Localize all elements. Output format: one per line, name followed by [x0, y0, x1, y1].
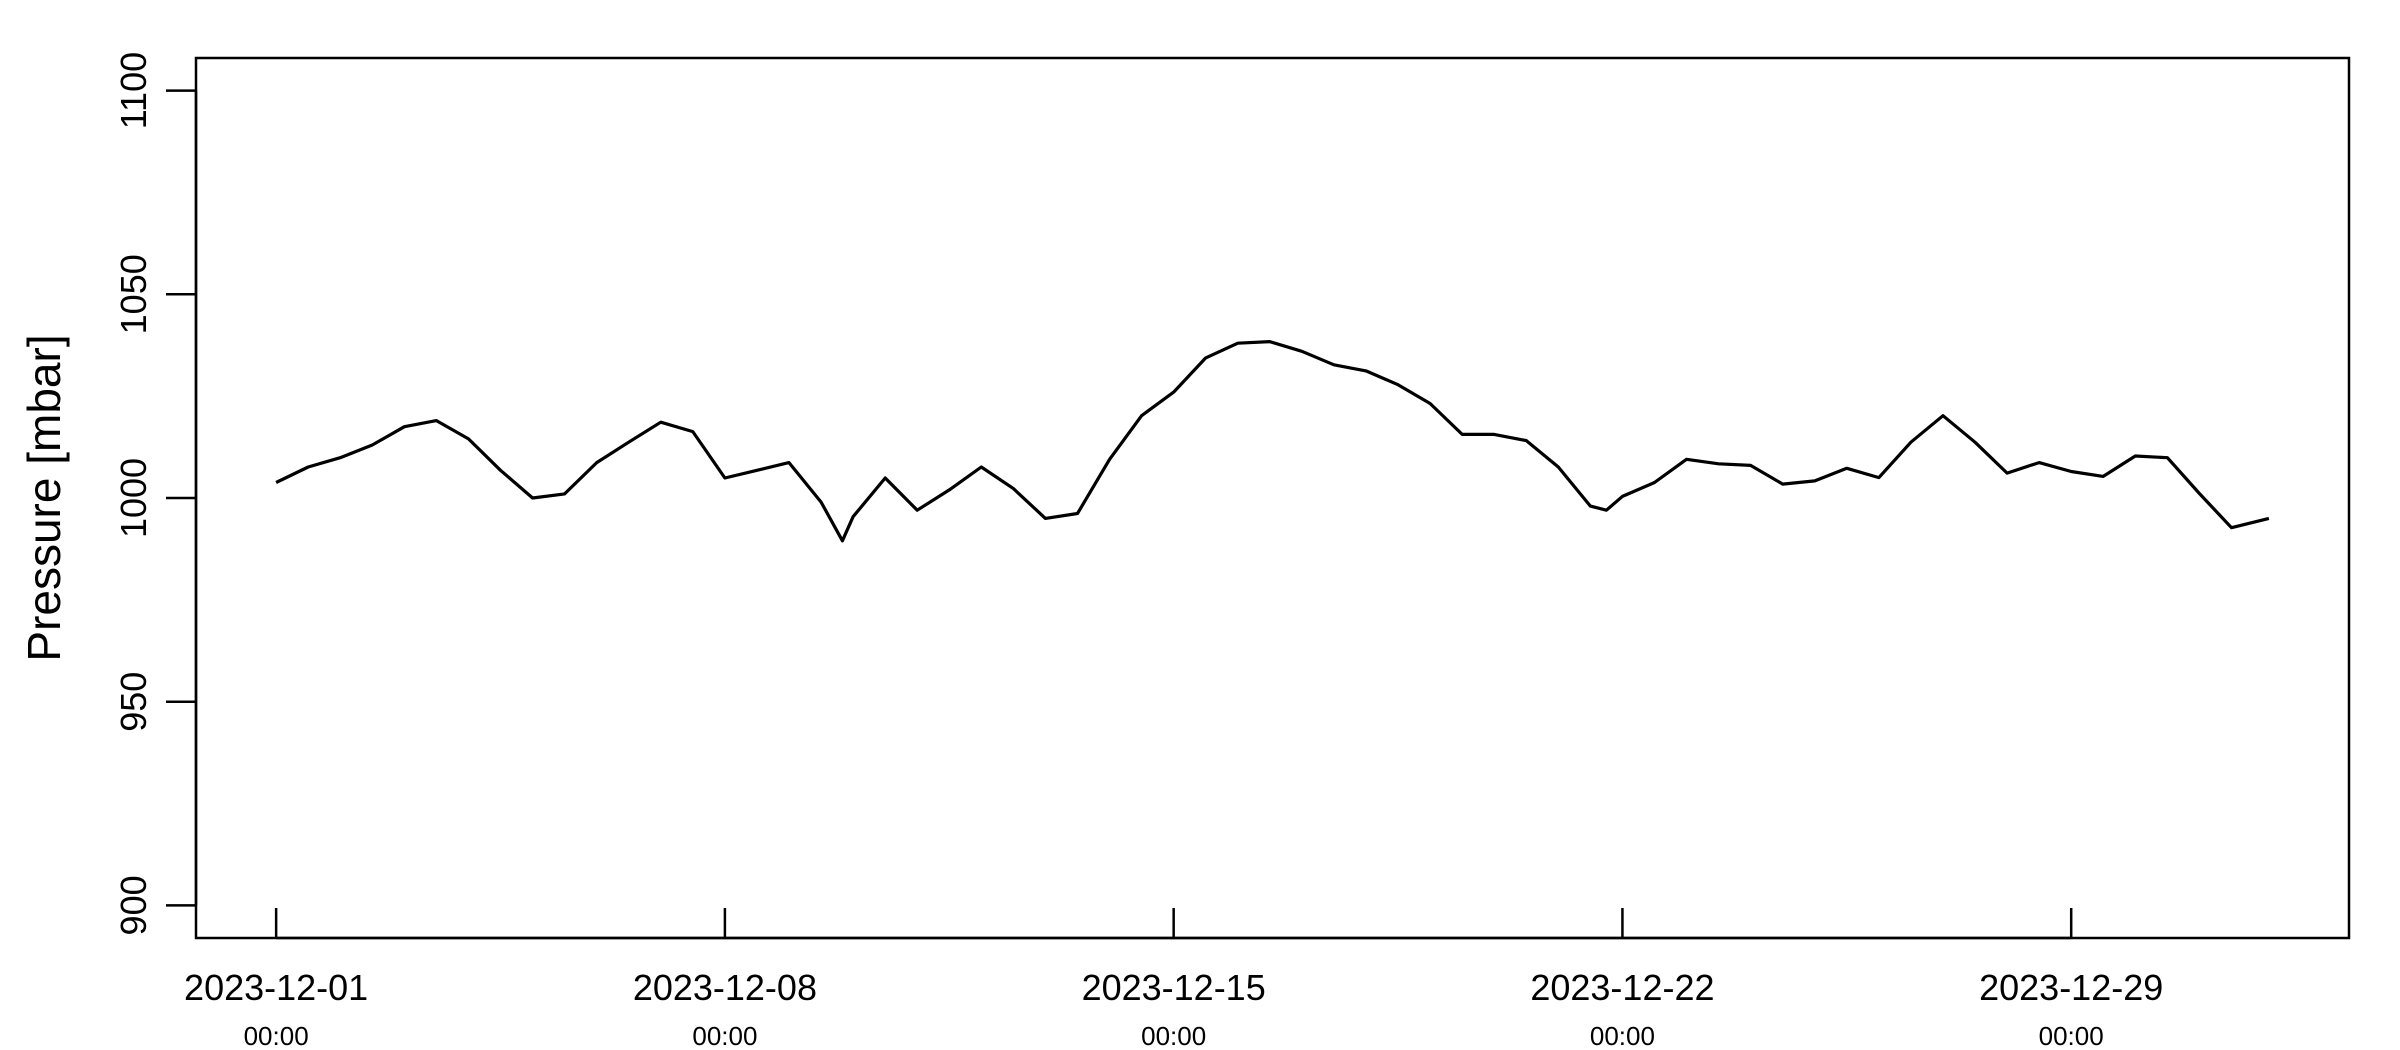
y-tick-label: 1000	[113, 458, 154, 538]
x-tick-sublabel: 00:00	[2039, 1021, 2104, 1050]
y-tick-label: 1050	[113, 254, 154, 334]
x-tick-label: 2023-12-22	[1530, 967, 1714, 1008]
x-tick-sublabel: 00:00	[1590, 1021, 1655, 1050]
x-tick-sublabel: 00:00	[1141, 1021, 1206, 1050]
x-tick-label: 2023-12-15	[1082, 967, 1266, 1008]
y-tick-label: 900	[113, 875, 154, 935]
x-tick-sublabel: 00:00	[244, 1021, 309, 1050]
data-line	[275, 340, 2270, 543]
x-tick-sublabel: 00:00	[692, 1021, 757, 1050]
plot-frame	[194, 56, 2351, 940]
x-tick-label: 2023-12-01	[184, 967, 368, 1008]
x-tick-label: 2023-12-29	[1979, 967, 2163, 1008]
y-axis-label: Pressure [mbar]	[18, 334, 70, 661]
y-tick-label: 950	[113, 672, 154, 732]
y-tick-label: 1100	[113, 52, 154, 129]
x-tick-label: 2023-12-08	[633, 967, 817, 1008]
